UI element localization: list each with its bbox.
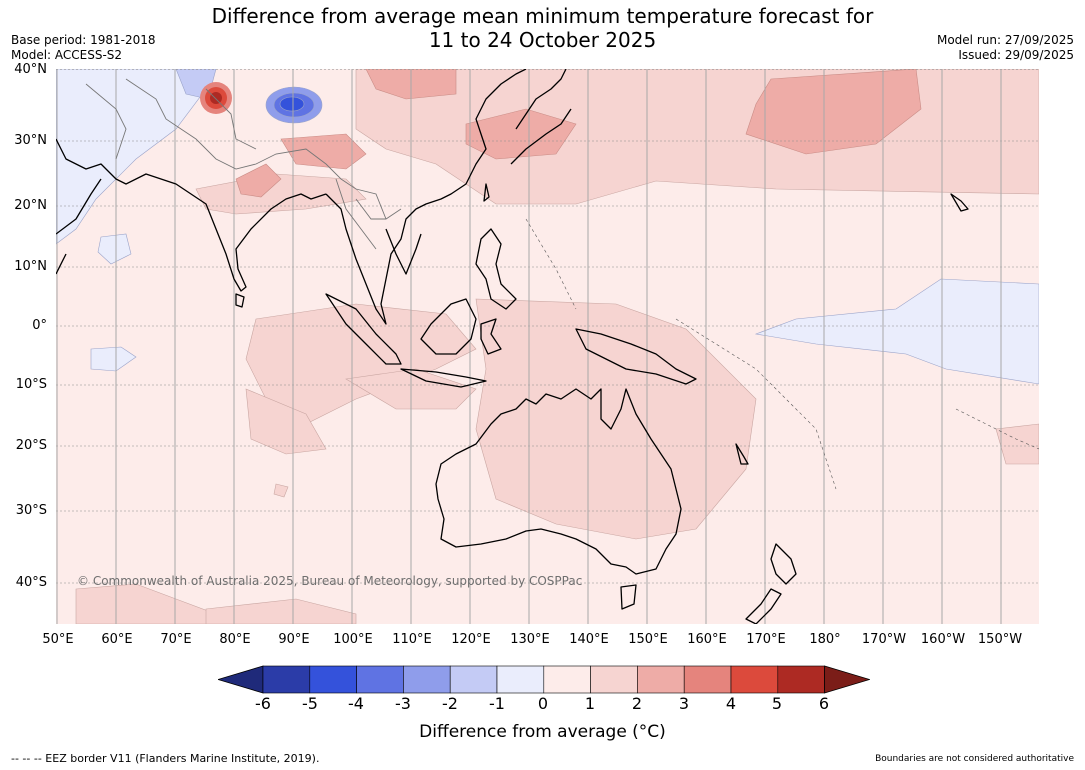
colorbar-cell (496, 665, 545, 694)
lon-label-130e: 130°E (510, 632, 550, 647)
lat-label-20s: 20°S (15, 438, 47, 453)
colorbar-extend-low (218, 665, 264, 694)
copyright-notice: © Commonwealth of Australia 2025, Bureau… (77, 574, 583, 588)
colorbar-tick: -2 (442, 694, 458, 713)
longitude-gridlines (56, 69, 1002, 624)
colorbar-tick: 3 (678, 694, 690, 713)
colorbar-cell (449, 665, 498, 694)
colorbar-tick: -1 (489, 694, 505, 713)
map-title: Difference from average mean minimum tem… (0, 4, 1085, 52)
lat-label-10s: 10°S (15, 377, 47, 392)
colorbar-cell (309, 665, 357, 694)
boundaries-disclaimer: Boundaries are not considered authoritat… (875, 754, 1074, 764)
colorbar-cell (777, 665, 825, 694)
colorbar-tick: 6 (818, 694, 830, 713)
lon-label-90e: 90°E (278, 632, 310, 647)
colorbar-extend-high (824, 665, 870, 694)
colorbar-cell (356, 665, 404, 694)
lat-label-10n: 10°N (14, 259, 47, 274)
colorbar-tick: -6 (255, 694, 271, 713)
lon-label-150w: 150°W (977, 632, 1023, 647)
eez-footnote: -- -- -- EEZ border V11 (Flanders Marine… (11, 752, 320, 765)
lon-label-170w: 170°W (861, 632, 907, 647)
lon-label-60e: 60°E (101, 632, 133, 647)
colorbar-tick: 1 (584, 694, 596, 713)
base-period: Base period: 1981-2018 (11, 33, 156, 47)
lon-label-70e: 70°E (160, 632, 192, 647)
colorbar-tick: 5 (771, 694, 783, 713)
model-name: Model: ACCESS-S2 (11, 48, 123, 62)
lon-label-120e: 120°E (451, 632, 491, 647)
meta-left: Base period: 1981-2018 Model: ACCESS-S2 (11, 33, 156, 63)
colorbar-tick: -5 (302, 694, 318, 713)
country-borders (85, 78, 402, 250)
lat-label-40n: 40°N (14, 62, 47, 77)
colorbar-cell (590, 665, 638, 694)
colorbar-tick: -4 (348, 694, 364, 713)
lon-label-110e: 110°E (392, 632, 432, 647)
coastlines (56, 69, 969, 624)
lat-label-20n: 20°N (14, 198, 47, 213)
colorbar-cells (218, 665, 870, 694)
colorbar-cell (543, 665, 591, 694)
anomaly-hotspot (200, 82, 232, 114)
colorbar-tick: 2 (631, 694, 643, 713)
lon-label-180: 180° (809, 632, 841, 647)
issued-date: Issued: 29/09/2025 (958, 48, 1074, 62)
colorbar (218, 665, 870, 694)
lat-label-equator: 0° (32, 318, 47, 333)
lon-label-140e: 140°E (569, 632, 609, 647)
lon-label-160w: 160°W (920, 632, 966, 647)
lon-label-80e: 80°E (219, 632, 251, 647)
lat-label-30n: 30°N (14, 133, 47, 148)
colorbar-tick: 0 (537, 694, 549, 713)
colorbar-cell (683, 665, 732, 694)
lat-label-30s: 30°S (15, 503, 47, 518)
lon-label-160e: 160°E (687, 632, 727, 647)
lat-label-40s: 40°S (15, 575, 47, 590)
colorbar-cell (730, 665, 779, 694)
colorbar-cell (262, 665, 311, 694)
lon-label-150e: 150°E (628, 632, 668, 647)
lon-label-170e: 170°E (746, 632, 786, 647)
meta-right: Model run: 27/09/2025 Issued: 29/09/2025 (937, 33, 1074, 63)
colorbar-cell (403, 665, 451, 694)
lon-label-100e: 100°E (333, 632, 373, 647)
title-line-2: 11 to 24 October 2025 (428, 28, 657, 52)
colorbar-label: Difference from average (°C) (419, 722, 666, 742)
eez-borders (525, 218, 1039, 490)
colorbar-cell (637, 665, 685, 694)
temperature-anomaly-map (56, 69, 1039, 624)
lon-label-50e: 50°E (42, 632, 74, 647)
title-line-1: Difference from average mean minimum tem… (211, 4, 874, 28)
colorbar-tick: -3 (395, 694, 411, 713)
colorbar-tick: 4 (725, 694, 737, 713)
model-run: Model run: 27/09/2025 (936, 33, 1074, 47)
